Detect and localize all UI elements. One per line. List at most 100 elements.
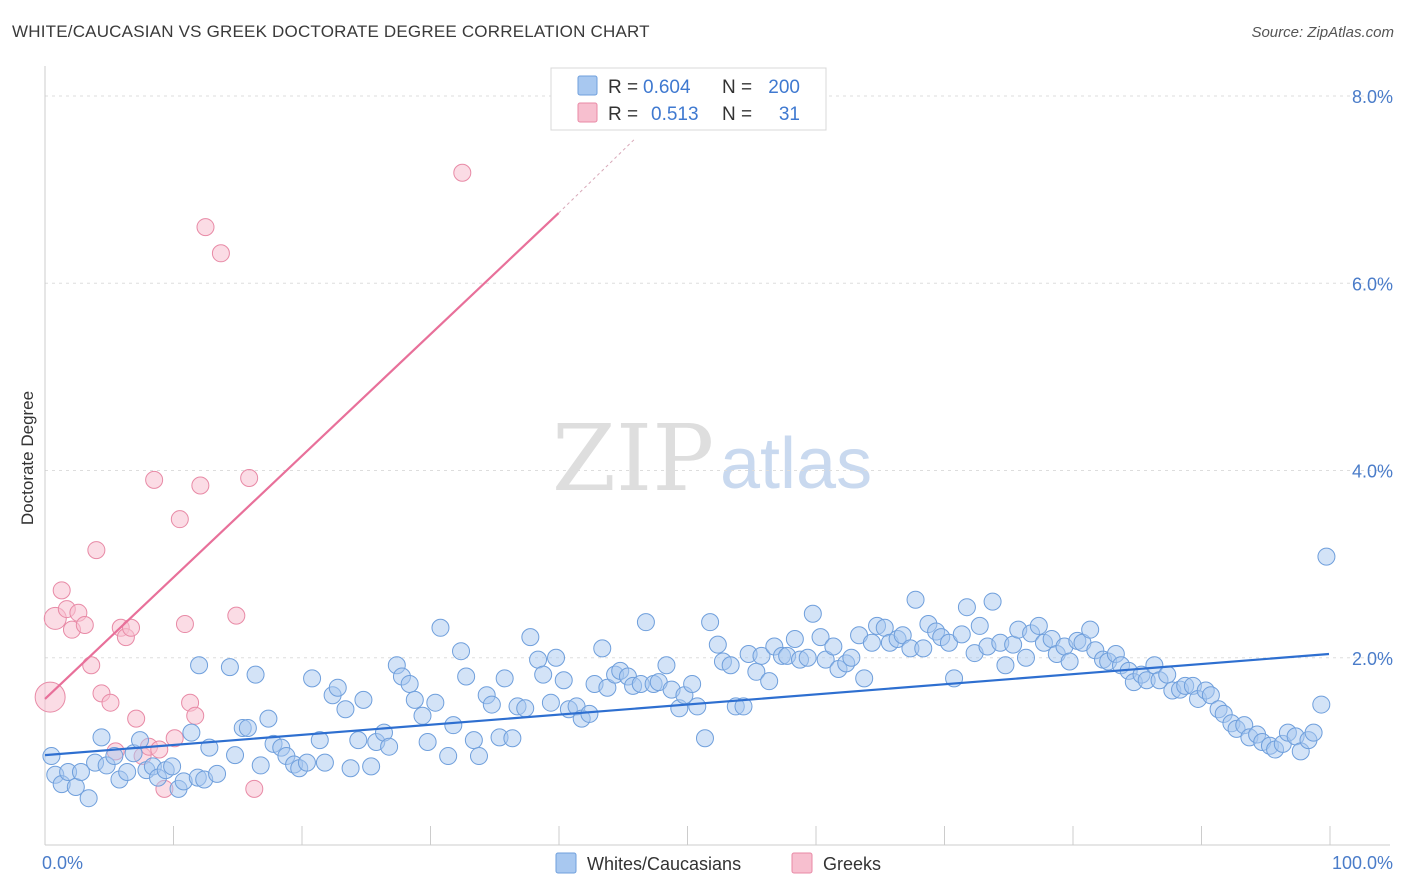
- legend-n-value-greeks: 31: [779, 104, 800, 125]
- greeks-point: [52, 581, 71, 600]
- greeks-trend-line: [44, 212, 560, 700]
- legend-swatch-whites: [577, 75, 598, 96]
- whites-point: [42, 747, 61, 766]
- whites-point: [1312, 695, 1331, 714]
- greeks-point: [145, 470, 164, 489]
- bottom-legend-swatch-whites: [555, 852, 577, 874]
- whites-point: [92, 728, 111, 747]
- whites-point: [952, 625, 971, 644]
- whites-point: [341, 759, 360, 778]
- whites-point: [336, 700, 355, 719]
- whites-point: [418, 733, 437, 752]
- greeks-point: [165, 729, 184, 748]
- whites-point: [1201, 686, 1220, 705]
- greeks-point: [170, 510, 189, 529]
- bottom-legend-label-whites: Whites/Caucasians: [587, 854, 741, 874]
- whites-point: [190, 656, 209, 675]
- whites-point: [970, 616, 989, 635]
- whites-point: [752, 646, 771, 665]
- greeks-point: [453, 163, 472, 182]
- whites-point: [906, 590, 925, 609]
- whites-point: [405, 690, 424, 709]
- whites-point: [226, 746, 245, 765]
- correlation-legend: R = 0.604 N = 200 R = 0.513 N = 31: [550, 67, 827, 131]
- greeks-point: [122, 618, 141, 637]
- whites-point: [760, 672, 779, 691]
- whites-point: [349, 731, 368, 750]
- whites-point: [554, 671, 573, 690]
- y-tick-label: 8.0%: [1352, 87, 1393, 107]
- greeks-point: [227, 606, 246, 625]
- bottom-legend-label-greeks: Greeks: [823, 854, 881, 874]
- chart-title: WHITE/CAUCASIAN VS GREEK DOCTORATE DEGRE…: [12, 22, 650, 41]
- greeks-point: [82, 656, 101, 675]
- greeks-point: [34, 681, 66, 713]
- legend-r-label-whites: R =: [608, 77, 638, 98]
- greeks-point: [196, 218, 215, 237]
- whites-point: [1004, 635, 1023, 654]
- whites-point: [708, 635, 727, 654]
- whites-point: [1317, 547, 1336, 566]
- whites-point: [452, 642, 471, 661]
- whites-point: [842, 648, 861, 667]
- whites-point: [1158, 665, 1177, 684]
- source-label: Source: ZipAtlas.com: [1251, 24, 1394, 41]
- whites-point: [182, 723, 201, 742]
- whites-point: [482, 695, 501, 714]
- whites-point: [1081, 620, 1100, 639]
- greeks-point: [127, 709, 146, 728]
- whites-point: [303, 669, 322, 688]
- whites-point: [983, 592, 1002, 611]
- whites-point: [1304, 723, 1323, 742]
- whites-point: [734, 697, 753, 716]
- greeks-point: [245, 779, 264, 798]
- greeks-point: [191, 476, 210, 495]
- whites-point: [464, 731, 483, 750]
- whites-point: [957, 598, 976, 617]
- greeks-point: [211, 244, 230, 263]
- whites-point: [996, 656, 1015, 675]
- whites-point: [220, 658, 239, 677]
- greeks-point: [240, 468, 259, 487]
- legend-r-value-whites: 0.604: [643, 77, 691, 98]
- whites-point: [747, 662, 766, 681]
- legend-n-value-whites: 200: [768, 77, 800, 98]
- whites-point: [688, 697, 707, 716]
- whites-point: [1016, 648, 1035, 667]
- whites-point: [297, 753, 316, 772]
- whites-point: [380, 737, 399, 756]
- watermark-atlas: atlas: [720, 424, 872, 504]
- legend-n-label-greeks: N =: [722, 104, 752, 125]
- greeks-points: [34, 163, 472, 798]
- whites-point: [105, 747, 124, 766]
- y-tick-label: 6.0%: [1352, 274, 1393, 294]
- whites-point: [695, 729, 714, 748]
- grid-lines: [45, 95, 1390, 659]
- series-legend: Whites/Caucasians Greeks: [555, 852, 881, 874]
- legend-r-label-greeks: R =: [608, 104, 638, 125]
- whites-point: [636, 613, 655, 632]
- whites-point: [439, 747, 458, 766]
- whites-point: [503, 729, 522, 748]
- whites-point: [785, 630, 804, 649]
- whites-point: [1060, 652, 1079, 671]
- whites-point: [914, 639, 933, 658]
- trend-lines: [44, 137, 1330, 757]
- greeks-point: [150, 740, 169, 759]
- whites-point: [824, 637, 843, 656]
- whites-point: [354, 690, 373, 709]
- greeks-point: [101, 693, 120, 712]
- whites-point: [310, 731, 329, 750]
- whites-point: [208, 764, 227, 783]
- whites-point: [1029, 616, 1048, 635]
- greeks-point: [87, 541, 106, 560]
- whites-point: [71, 762, 90, 781]
- whites-point: [516, 699, 535, 718]
- watermark-zip: ZIP: [552, 405, 714, 512]
- whites-points: [42, 547, 1336, 808]
- whites-point: [521, 628, 540, 647]
- whites-point: [862, 633, 881, 652]
- tick-labels: 2.0% 4.0% 6.0% 8.0% 0.0% 100.0%: [42, 87, 1393, 873]
- whites-point: [547, 648, 566, 667]
